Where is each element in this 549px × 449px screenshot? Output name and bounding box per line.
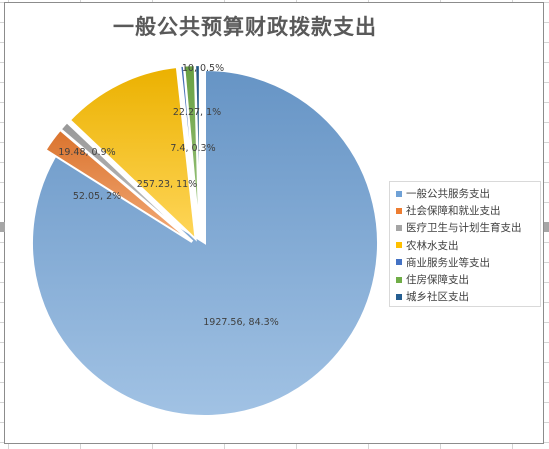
legend-swatch [396, 224, 402, 231]
legend-label: 商业服务业等支出 [406, 256, 490, 269]
slice-城乡社区支出[interactable] [194, 64, 201, 239]
slice-一般公共服务支出[interactable] [31, 68, 379, 417]
slice-医疗卫生与计划生育支出[interactable] [59, 120, 194, 243]
chart-frame[interactable]: 一般公共预算财政拨款支出 1927.56, 84.3% 52.05, 2% 19.4… [4, 2, 544, 444]
legend-item: 社会保障和就业支出 [396, 202, 540, 219]
slice-农林水支出[interactable] [68, 65, 197, 242]
legend-label: 农林水支出 [406, 239, 459, 252]
legend-label: 住房保障支出 [406, 274, 469, 287]
legend-swatch [396, 259, 402, 266]
resize-handle-right[interactable] [544, 222, 549, 232]
chart-title: 一般公共预算财政拨款支出 [113, 14, 377, 39]
data-label: 22.27, 1% [173, 107, 221, 118]
data-label: 7.4, 0.3% [170, 143, 215, 154]
legend-item: 住房保障支出 [396, 271, 540, 288]
chart-legend: 一般公共服务支出 社会保障和就业支出医疗卫生与计划生育支出 农林水支出商业服务业等支… [389, 181, 541, 307]
legend-swatch [396, 207, 402, 214]
legend-item: 一般公共服务支出 [396, 185, 540, 202]
data-label: 1927.56, 84.3% [203, 317, 279, 328]
resize-handle-left[interactable] [0, 222, 5, 232]
legend-item: 医疗卫生与计划生育支出 [396, 219, 540, 236]
legend-label: 一般公共服务支出 [406, 188, 490, 201]
legend-item: 商业服务业等支出 [396, 254, 540, 271]
legend-label: 医疗卫生与计划生育支出 [406, 222, 522, 235]
pie-plot: 1927.56, 84.3% 52.05, 2% 19.48, 0.9% 257.23… [31, 63, 379, 417]
data-label: 10, 0.5% [182, 63, 224, 74]
legend-swatch [396, 190, 402, 197]
legend-item: 农林水支出 [396, 237, 540, 254]
legend-label: 城乡社区支出 [406, 291, 469, 304]
data-label: 52.05, 2% [73, 191, 121, 202]
legend-item: 城乡社区支出 [396, 288, 540, 305]
legend-swatch [396, 242, 402, 249]
legend-label: 社会保障和就业支出 [406, 205, 501, 218]
legend-swatch [396, 276, 402, 283]
legend-swatch [396, 293, 402, 300]
data-label: 19.48, 0.9% [58, 147, 115, 158]
data-label: 257.23, 11% [137, 179, 197, 190]
